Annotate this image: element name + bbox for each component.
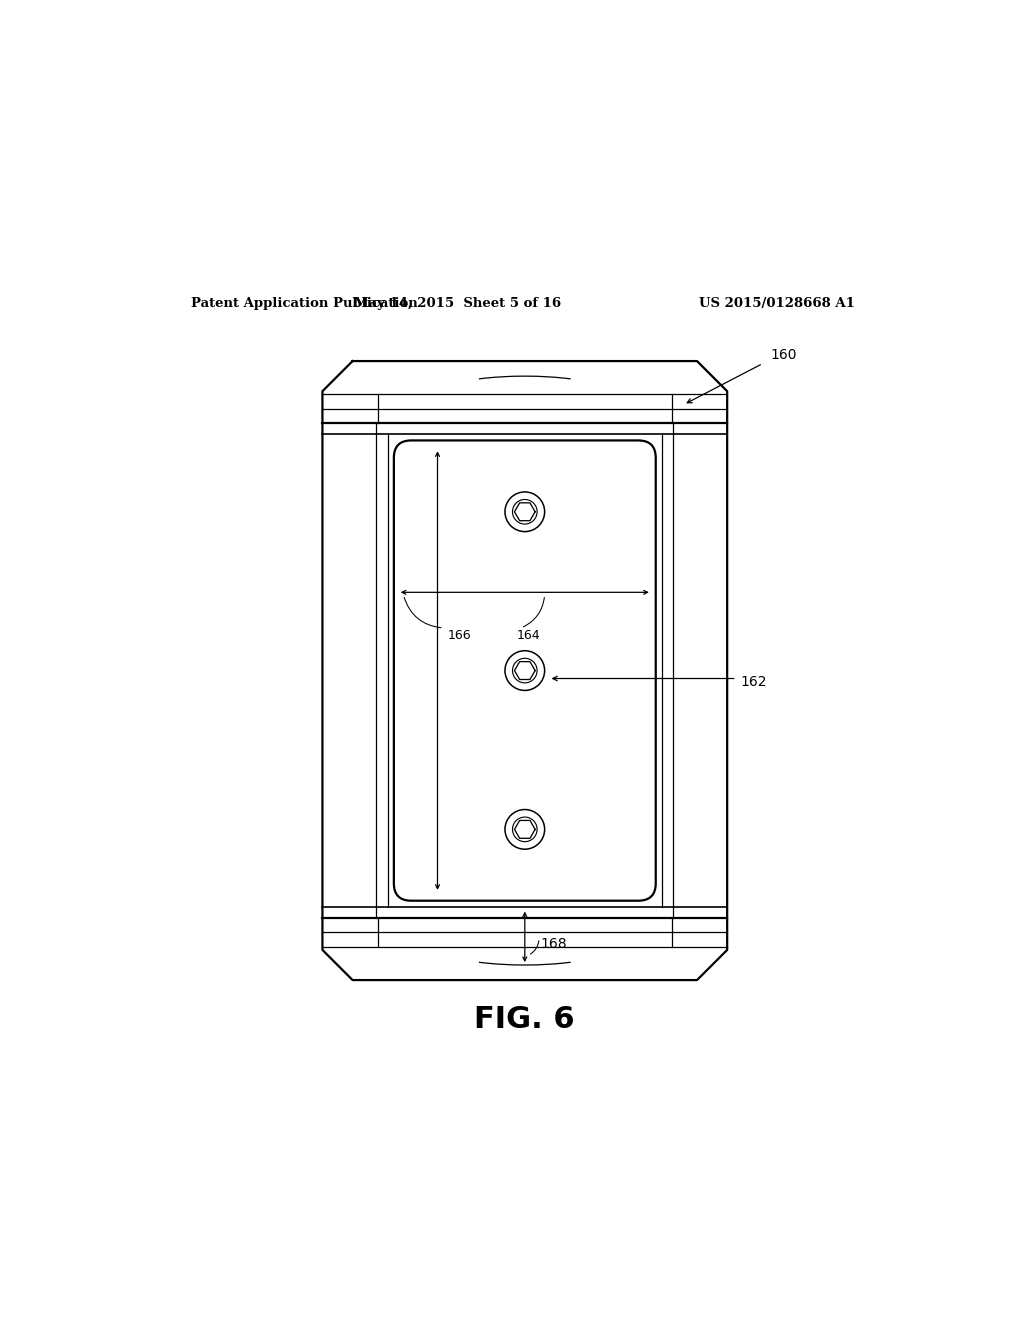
Text: 160: 160	[771, 347, 798, 362]
Text: Patent Application Publication: Patent Application Publication	[191, 297, 418, 310]
Text: 164: 164	[517, 630, 541, 643]
Text: US 2015/0128668 A1: US 2015/0128668 A1	[699, 297, 855, 310]
Text: 162: 162	[740, 676, 767, 689]
Text: May 14, 2015  Sheet 5 of 16: May 14, 2015 Sheet 5 of 16	[353, 297, 561, 310]
Text: FIG. 6: FIG. 6	[474, 1006, 575, 1035]
Text: 168: 168	[541, 937, 567, 952]
Text: 166: 166	[447, 630, 471, 643]
